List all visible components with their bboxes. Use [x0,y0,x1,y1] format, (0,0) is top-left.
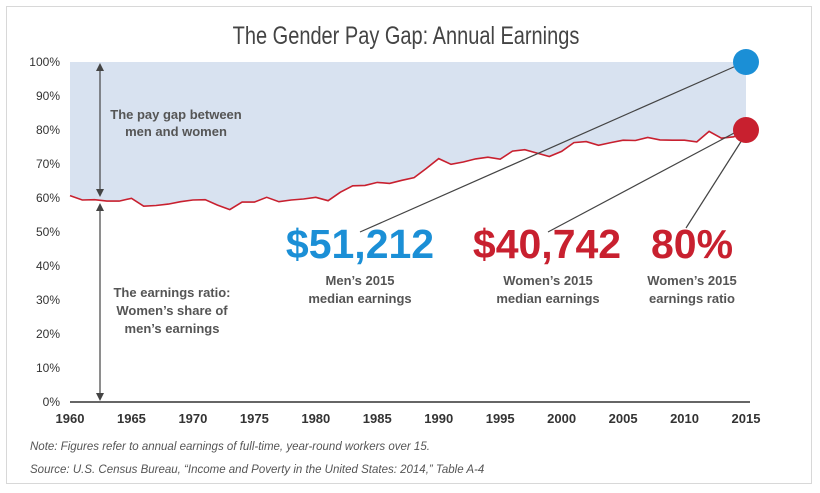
x-tick-label: 1975 [240,411,269,426]
chart-frame [6,6,812,484]
y-tick-label: 10% [36,361,60,375]
y-tick-label: 50% [36,225,60,239]
y-tick-label: 100% [29,55,60,69]
footer-source: Source: U.S. Census Bureau, “Income and … [30,464,485,476]
x-tick-label: 2000 [547,411,576,426]
ratio-leader-line [685,139,743,229]
y-tick-label: 20% [36,327,60,341]
footer-note: Note: Figures refer to annual earnings o… [30,441,430,453]
women-median-value: $40,742 [473,221,621,267]
chart-title: The Gender Pay Gap: Annual Earnings [233,22,580,50]
x-tick-label: 1995 [486,411,515,426]
y-tick-label: 80% [36,123,60,137]
pay-gap-area [70,62,746,210]
y-tick-label: 90% [36,89,60,103]
men-leader-line [359,65,737,233]
men-median-value: $51,212 [286,221,434,267]
x-tick-label: 2015 [732,411,761,426]
x-tick-label: 2010 [670,411,699,426]
ratio-label: The earnings ratio: Women’s share of men’s… [113,285,230,336]
x-tick-label: 1960 [56,411,85,426]
gap-arrow-head-top [96,63,104,71]
ratio-caption: Women’s 2015 earnings ratio [647,273,737,306]
ratio-value: 80% [651,221,733,267]
gap-arrow-head-bottom [96,189,104,198]
women-leader-line [547,131,737,233]
men-earnings-dot [733,49,759,75]
series-line [69,130,747,211]
y-tick-label: 60% [36,191,60,205]
y-tick-label: 30% [36,293,60,307]
men-caption: Men’s 2015 median earnings [308,273,411,306]
women-caption: Women’s 2015 median earnings [496,273,599,306]
women-earnings-dot [733,117,759,143]
ratio-arrow-head-bottom [96,393,104,401]
ratio-arrow-head-top [96,203,104,212]
gap-label: The pay gap between men and women [110,107,242,139]
x-tick-label: 1985 [363,411,392,426]
x-tick-label: 1965 [117,411,146,426]
x-tick-label: 1970 [178,411,207,426]
x-tick-label: 2005 [609,411,638,426]
y-tick-label: 70% [36,157,60,171]
x-tick-label: 1980 [301,411,330,426]
x-tick-label: 1990 [424,411,453,426]
y-tick-label: 40% [36,259,60,273]
y-tick-label: 0% [43,395,61,409]
